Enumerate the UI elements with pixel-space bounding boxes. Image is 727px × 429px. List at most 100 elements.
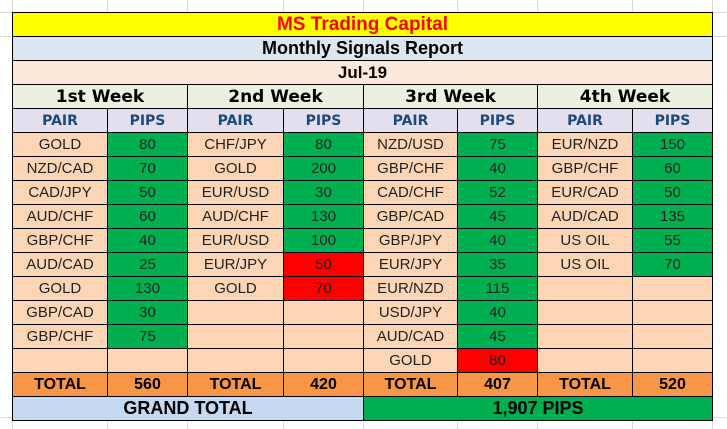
pair-cell[interactable]: USD/JPY	[363, 300, 458, 325]
week-2-total[interactable]: 420	[283, 372, 364, 397]
pair-cell[interactable]: EUR/NZD	[537, 132, 633, 157]
pair-cell[interactable]	[12, 348, 108, 373]
pips-cell[interactable]: 50	[107, 180, 188, 205]
week-1-total[interactable]: 560	[107, 372, 188, 397]
pips-column-header[interactable]: PIPS	[107, 108, 188, 133]
pips-cell[interactable]	[632, 300, 713, 325]
pair-cell[interactable]: EUR/CAD	[537, 180, 633, 205]
grand-total-value[interactable]: 1,907 PIPS	[363, 396, 713, 421]
pips-column-header[interactable]: PIPS	[283, 108, 364, 133]
pips-cell[interactable]	[283, 348, 364, 373]
pair-cell[interactable]: US OIL	[537, 252, 633, 277]
pair-cell[interactable]: GBP/CAD	[12, 300, 108, 325]
pips-cell[interactable]: 70	[632, 252, 713, 277]
pair-cell[interactable]: GBP/JPY	[363, 228, 458, 253]
pips-cell[interactable]: 75	[457, 132, 538, 157]
total-label[interactable]: TOTAL	[537, 372, 633, 397]
pair-cell[interactable]: CHF/JPY	[187, 132, 284, 157]
week-3-total[interactable]: 407	[457, 372, 538, 397]
pips-cell[interactable]: 50	[283, 252, 364, 277]
week-header-4[interactable]: 4th Week	[537, 84, 713, 109]
pips-cell[interactable]: 30	[107, 300, 188, 325]
pips-cell[interactable]: 40	[457, 300, 538, 325]
pips-cell[interactable]: 130	[283, 204, 364, 229]
pair-cell[interactable]: GBP/CHF	[12, 228, 108, 253]
pips-cell[interactable]: 75	[107, 324, 188, 349]
pips-cell[interactable]	[283, 300, 364, 325]
pair-column-header[interactable]: PAIR	[187, 108, 284, 133]
pair-cell[interactable]: GOLD	[12, 276, 108, 301]
pips-cell[interactable]: 70	[283, 276, 364, 301]
pips-cell[interactable]: 80	[107, 132, 188, 157]
pips-cell[interactable]: 135	[632, 204, 713, 229]
report-month[interactable]: Jul-19	[12, 60, 713, 85]
pips-cell[interactable]: 52	[457, 180, 538, 205]
pair-cell[interactable]	[537, 324, 633, 349]
pair-cell[interactable]	[187, 300, 284, 325]
pair-cell[interactable]: GBP/CHF	[363, 156, 458, 181]
pips-cell[interactable]	[107, 348, 188, 373]
pips-cell[interactable]: 40	[457, 228, 538, 253]
pair-cell[interactable]: NZD/CAD	[12, 156, 108, 181]
week-header-1[interactable]: 1st Week	[12, 84, 188, 109]
pair-cell[interactable]: US OIL	[537, 228, 633, 253]
pips-cell[interactable]	[632, 276, 713, 301]
pair-cell[interactable]: GOLD	[363, 348, 458, 373]
pips-cell[interactable]: 45	[457, 324, 538, 349]
pair-column-header[interactable]: PAIR	[537, 108, 633, 133]
pips-cell[interactable]: 60	[632, 156, 713, 181]
pips-cell[interactable]: 35	[457, 252, 538, 277]
pair-cell[interactable]: GOLD	[187, 276, 284, 301]
week-header-3[interactable]: 3rd Week	[363, 84, 538, 109]
pair-cell[interactable]: GBP/CHF	[12, 324, 108, 349]
pips-cell[interactable]: 200	[283, 156, 364, 181]
pair-cell[interactable]: NZD/USD	[363, 132, 458, 157]
total-label[interactable]: TOTAL	[363, 372, 458, 397]
pips-column-header[interactable]: PIPS	[457, 108, 538, 133]
pips-cell[interactable]: 25	[107, 252, 188, 277]
pair-cell[interactable]: CAD/JPY	[12, 180, 108, 205]
week-4-total[interactable]: 520	[632, 372, 713, 397]
pips-cell[interactable]: 70	[107, 156, 188, 181]
pips-cell[interactable]	[632, 348, 713, 373]
pair-cell[interactable]	[187, 324, 284, 349]
pair-cell[interactable]: EUR/USD	[187, 180, 284, 205]
pair-cell[interactable]: AUD/CHF	[187, 204, 284, 229]
pair-cell[interactable]: GOLD	[187, 156, 284, 181]
total-label[interactable]: TOTAL	[12, 372, 108, 397]
pips-cell[interactable]: 40	[107, 228, 188, 253]
pair-cell[interactable]: AUD/CHF	[12, 204, 108, 229]
pips-column-header[interactable]: PIPS	[632, 108, 713, 133]
pips-cell[interactable]	[283, 324, 364, 349]
pips-cell[interactable]: 115	[457, 276, 538, 301]
pair-cell[interactable]: CAD/CHF	[363, 180, 458, 205]
pips-cell[interactable]: 45	[457, 204, 538, 229]
pair-cell[interactable]: AUD/CAD	[537, 204, 633, 229]
pips-cell[interactable]	[632, 324, 713, 349]
pair-cell[interactable]: EUR/NZD	[363, 276, 458, 301]
pair-cell[interactable]: GBP/CHF	[537, 156, 633, 181]
pips-cell[interactable]: 130	[107, 276, 188, 301]
pair-cell[interactable]: EUR/JPY	[363, 252, 458, 277]
pips-cell[interactable]: 40	[457, 156, 538, 181]
report-title[interactable]: MS Trading Capital	[12, 12, 713, 37]
pair-cell[interactable]	[537, 348, 633, 373]
pips-cell[interactable]: 50	[632, 180, 713, 205]
report-subtitle[interactable]: Monthly Signals Report	[12, 36, 713, 61]
pips-cell[interactable]: 100	[283, 228, 364, 253]
grand-total-label[interactable]: GRAND TOTAL	[12, 396, 364, 421]
total-label[interactable]: TOTAL	[187, 372, 284, 397]
pair-column-header[interactable]: PAIR	[12, 108, 108, 133]
pips-cell[interactable]: 55	[632, 228, 713, 253]
pair-cell[interactable]: EUR/JPY	[187, 252, 284, 277]
pips-cell[interactable]: 80	[283, 132, 364, 157]
pair-cell[interactable]: GOLD	[12, 132, 108, 157]
pair-cell[interactable]: AUD/CAD	[363, 324, 458, 349]
pair-cell[interactable]: AUD/CAD	[12, 252, 108, 277]
week-header-2[interactable]: 2nd Week	[187, 84, 364, 109]
pair-cell[interactable]	[537, 300, 633, 325]
pair-cell[interactable]	[537, 276, 633, 301]
pips-cell[interactable]: 150	[632, 132, 713, 157]
pips-cell[interactable]: 60	[107, 204, 188, 229]
pair-cell[interactable]: GBP/CAD	[363, 204, 458, 229]
